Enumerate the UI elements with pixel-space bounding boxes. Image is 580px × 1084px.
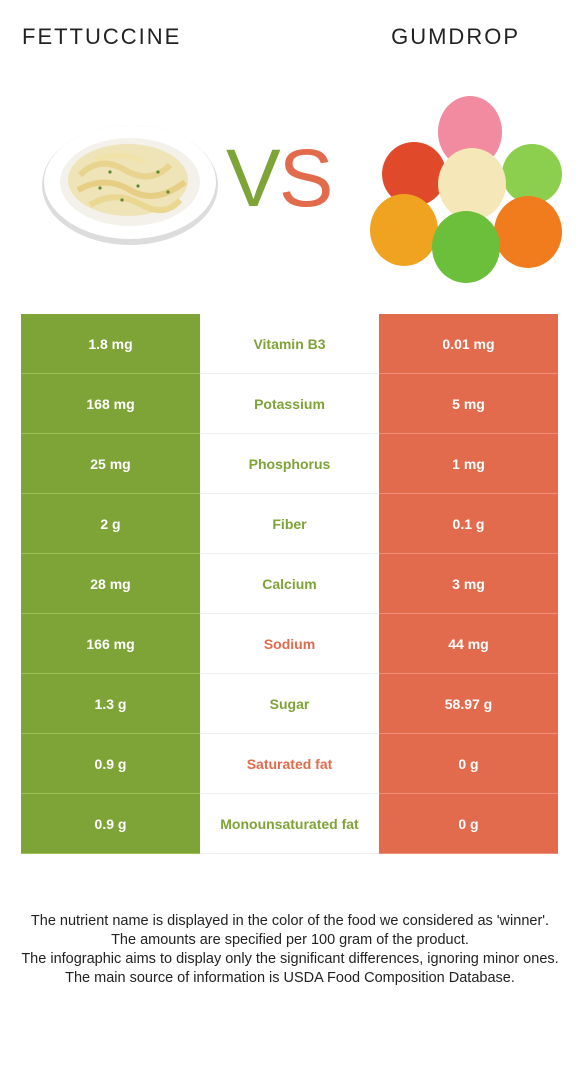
left-value: 166 mg	[21, 614, 200, 674]
footer-line-3: The infographic aims to display only the…	[21, 951, 559, 967]
right-value: 5 mg	[379, 374, 558, 434]
footer-line-4: The main source of information is USDA F…	[65, 970, 515, 986]
right-value: 1 mg	[379, 434, 558, 494]
left-food-title: FETTUCCINE	[22, 24, 182, 49]
right-value: 3 mg	[379, 554, 558, 614]
table-row: 2 g Fiber 0.1 g	[21, 494, 558, 554]
right-value: 0 g	[379, 794, 558, 854]
right-value: 0.01 mg	[379, 314, 558, 374]
vs-s: S	[278, 133, 334, 224]
right-value: 44 mg	[379, 614, 558, 674]
fettuccine-image	[42, 125, 218, 245]
footer-notes: The nutrient name is displayed in the co…	[20, 912, 560, 988]
footer-line-2: The amounts are specified per 100 gram o…	[111, 932, 469, 948]
table-row: 0.9 g Monounsaturated fat 0 g	[21, 794, 558, 854]
left-value: 25 mg	[21, 434, 200, 494]
nutrient-name: Fiber	[200, 494, 379, 554]
nutrient-name: Vitamin B3	[200, 314, 379, 374]
left-value: 168 mg	[21, 374, 200, 434]
left-value: 2 g	[21, 494, 200, 554]
left-value: 28 mg	[21, 554, 200, 614]
nutrient-name: Sugar	[200, 674, 379, 734]
table-row: 1.3 g Sugar 58.97 g	[21, 674, 558, 734]
nutrient-name: Calcium	[200, 554, 379, 614]
right-food-title: GUMDROP	[391, 24, 520, 49]
left-value: 0.9 g	[21, 734, 200, 794]
right-value: 0.1 g	[379, 494, 558, 554]
vs-v: V	[226, 133, 281, 224]
nutrient-name: Saturated fat	[200, 734, 379, 794]
table-row: 25 mg Phosphorus 1 mg	[21, 434, 558, 494]
left-value: 0.9 g	[21, 794, 200, 854]
table-row: 168 mg Potassium 5 mg	[21, 374, 558, 434]
left-value: 1.8 mg	[21, 314, 200, 374]
table-row: 28 mg Calcium 3 mg	[21, 554, 558, 614]
nutrient-name: Phosphorus	[200, 434, 379, 494]
nutrient-name: Sodium	[200, 614, 379, 674]
vs-label: VS	[226, 138, 333, 220]
table-row: 166 mg Sodium 44 mg	[21, 614, 558, 674]
footer-line-1: The nutrient name is displayed in the co…	[30, 913, 550, 929]
comparison-table: 1.8 mg Vitamin B3 0.01 mg 168 mg Potassium 5 …	[21, 314, 558, 854]
right-value: 58.97 g	[379, 674, 558, 734]
table-row: 1.8 mg Vitamin B3 0.01 mg	[21, 314, 558, 374]
nutrient-name: Monounsaturated fat	[200, 794, 379, 854]
gumdrop-image	[370, 96, 562, 283]
right-value: 0 g	[379, 734, 558, 794]
nutrient-name: Potassium	[200, 374, 379, 434]
left-value: 1.3 g	[21, 674, 200, 734]
table-row: 0.9 g Saturated fat 0 g	[21, 734, 558, 794]
